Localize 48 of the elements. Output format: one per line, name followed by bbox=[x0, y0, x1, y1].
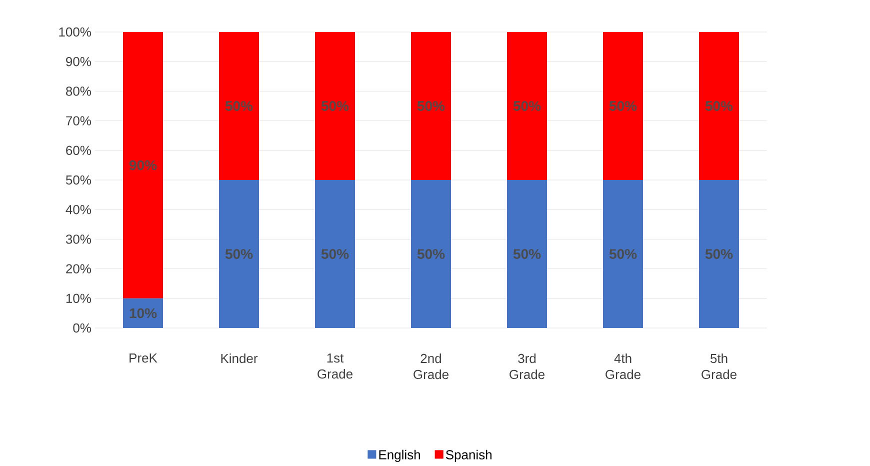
bar bbox=[507, 32, 548, 180]
y-tick-label: 100% bbox=[59, 27, 92, 37]
data-label: 50% bbox=[705, 249, 733, 259]
data-label: 50% bbox=[609, 101, 637, 111]
y-tick-label: 50% bbox=[66, 175, 92, 185]
data-label: 50% bbox=[705, 101, 733, 111]
data-label: 50% bbox=[321, 101, 349, 111]
data-label: 50% bbox=[225, 249, 253, 259]
data-label: 50% bbox=[417, 249, 445, 259]
y-tick-label: 40% bbox=[66, 204, 92, 214]
y-tick-label: 70% bbox=[66, 116, 92, 126]
data-label: 50% bbox=[225, 101, 253, 111]
data-label: 50% bbox=[513, 101, 541, 111]
bar bbox=[603, 180, 644, 328]
bar bbox=[315, 32, 355, 180]
legend-label: Spanish bbox=[446, 450, 492, 462]
bar bbox=[603, 32, 644, 180]
data-label: 50% bbox=[609, 249, 637, 259]
bar bbox=[699, 180, 739, 328]
x-tick-label: 3rd Grade bbox=[510, 354, 544, 380]
y-tick-label: 10% bbox=[66, 294, 92, 303]
x-tick-label: Kinder bbox=[221, 354, 258, 364]
y-tick-label: 0% bbox=[73, 323, 92, 333]
bar bbox=[123, 298, 163, 328]
y-tick-label: 80% bbox=[66, 86, 92, 96]
y-tick-label: 90% bbox=[66, 56, 92, 66]
y-tick-label: 30% bbox=[66, 234, 92, 244]
bar bbox=[411, 32, 451, 180]
data-label: 10% bbox=[130, 308, 157, 318]
data-label: 50% bbox=[417, 101, 445, 111]
data-label: 50% bbox=[321, 249, 349, 259]
bar bbox=[411, 180, 451, 328]
legend-label: English bbox=[379, 450, 420, 462]
x-tick-label: 1st Grade bbox=[318, 354, 352, 379]
x-tick-label: PreK bbox=[130, 354, 158, 363]
data-label: 50% bbox=[513, 249, 541, 259]
bar bbox=[219, 180, 260, 328]
bar bbox=[123, 32, 163, 298]
bar bbox=[507, 180, 548, 328]
x-tick-label: 5th Grade bbox=[702, 354, 736, 380]
y-tick-label: 20% bbox=[66, 264, 92, 274]
bar bbox=[219, 32, 260, 180]
bar bbox=[315, 180, 355, 328]
bar bbox=[699, 32, 739, 180]
data-label: 90% bbox=[129, 160, 157, 170]
x-tick-label: 4th Grade bbox=[606, 354, 640, 380]
x-tick-label: 2nd Grade bbox=[414, 354, 448, 380]
y-tick-label: 60% bbox=[66, 146, 92, 155]
